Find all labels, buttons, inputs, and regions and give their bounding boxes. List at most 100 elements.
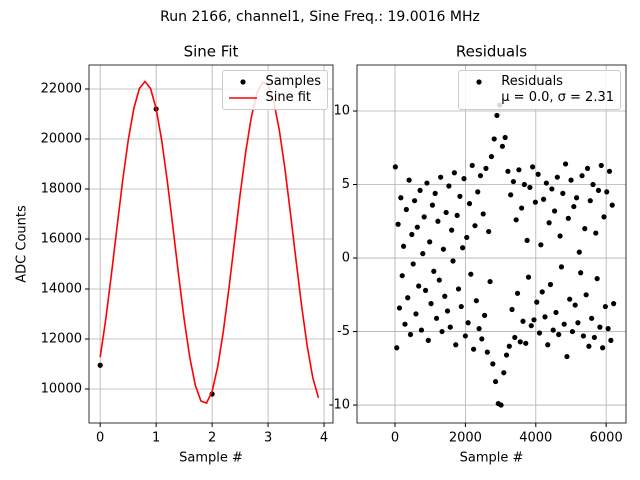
data-point [506,343,512,349]
legend-label: Samples [265,74,321,89]
data-point [420,251,426,257]
data-point [512,334,518,341]
x-tick-label: 4 [320,431,328,446]
data-point [422,287,429,293]
data-point [525,274,532,280]
data-point [499,143,506,149]
legend-label: Residuals μ = 0.0, σ = 2.31 [501,74,614,105]
data-point [606,168,613,174]
data-point [462,333,468,339]
data-point [535,171,541,177]
axes-frame [88,64,334,424]
data-point [564,353,570,360]
data-point [407,331,414,338]
data-point [476,326,482,332]
data-point [498,402,504,408]
x-tick-label: 2 [208,431,216,446]
y-tick-label: -5 [337,324,350,339]
data-point [528,323,534,329]
data-point [460,245,466,251]
data-point [604,189,610,195]
data-point [590,181,596,188]
data-point [578,270,584,276]
data-point [398,195,404,201]
data-point [447,324,453,330]
data-point [400,243,407,249]
data-point [582,226,588,232]
data-point [608,337,614,343]
data-point [494,112,500,119]
data-point [399,273,405,279]
data-point [481,312,488,318]
data-point [410,261,416,267]
data-point [446,183,452,189]
data-point [523,340,529,346]
data-point [438,174,444,180]
data-point [550,327,556,333]
data-point [97,362,103,368]
data-point [418,327,425,333]
data-point [508,192,514,198]
data-point [531,317,537,323]
legend-item: Residuals μ = 0.0, σ = 2.31 [465,74,614,106]
x-tick-label: 0 [391,431,399,446]
data-point [394,345,400,351]
data-point [562,161,569,167]
data-point [575,320,581,326]
legend-label: Sine fit [265,90,311,105]
data-point [580,333,587,339]
data-point [458,303,464,310]
data-point [516,167,522,173]
data-point [594,276,600,282]
legend-marker [240,79,247,85]
data-point [541,196,547,202]
data-point [469,162,475,169]
data-point [436,277,442,283]
data-point [587,198,593,204]
data-point [547,281,554,288]
data-point [413,311,419,317]
data-point [502,134,508,141]
data-point [503,352,510,358]
y-tick-label: 18000 [41,182,82,197]
legend: Residuals μ = 0.0, σ = 2.31 [458,70,621,110]
data-point [545,342,551,348]
data-point [465,320,471,326]
data-point [595,187,602,194]
y-tick-label: 5 [342,177,350,192]
figure-title: Run 2166, channel1, Sine Freq.: 19.0016 … [160,9,480,25]
data-point [402,321,408,327]
data-point [568,177,574,183]
x-tick-label: 6000 [590,431,623,446]
data-point [433,315,440,321]
data-point [424,180,430,186]
data-point [598,162,604,169]
data-point [479,336,485,342]
data-point [567,296,573,302]
data-point [558,264,565,270]
fit-line [99,80,320,405]
data-point [597,324,603,330]
data-point [483,165,489,171]
data-point [488,153,495,160]
data-point [392,164,398,170]
data-point [556,331,562,338]
data-point [557,233,563,239]
data-point [554,174,560,180]
data-point [514,290,521,296]
data-point [457,193,463,199]
data-point [484,349,490,355]
data-point [510,178,517,185]
data-point [539,289,545,295]
data-point [586,343,592,349]
data-point [560,190,566,196]
data-point [461,176,467,182]
data-point [572,302,578,308]
data-point [490,361,496,367]
data-point [464,234,470,241]
y-tick-label: 16000 [41,232,82,247]
data-point [549,186,555,192]
data-point [403,206,409,213]
data-point [527,184,533,191]
